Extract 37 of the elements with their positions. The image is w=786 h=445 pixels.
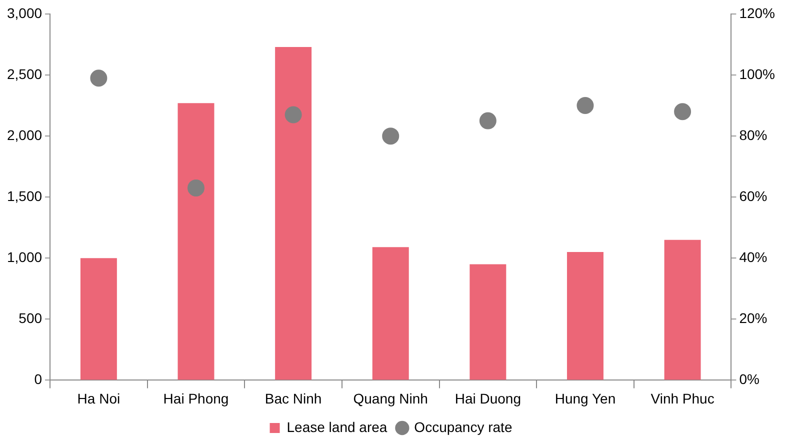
- y2-tick-label: 120%: [739, 4, 776, 21]
- point: [382, 128, 400, 145]
- y2-tick-label: 100%: [739, 66, 776, 82]
- y-tick-label: 1,000: [6, 248, 42, 265]
- point: [90, 70, 108, 87]
- y2-tick-label: 80%: [739, 126, 768, 143]
- point: [576, 97, 594, 114]
- point: [674, 103, 692, 120]
- x-tick-label: Hung Yen: [554, 390, 616, 406]
- x-tick-label: Ha Noi: [77, 390, 120, 406]
- y-tick-label: 500: [18, 310, 42, 326]
- y-tick-label: 2,000: [6, 126, 42, 143]
- y-tick-label: 3,000: [6, 4, 42, 21]
- x-tick-label: Hai Phong: [163, 390, 229, 406]
- y2-tick-label: 20%: [739, 310, 768, 326]
- bar: [470, 264, 506, 380]
- point: [479, 112, 496, 130]
- x-tick-label: Vinh Phuc: [650, 390, 714, 406]
- point: [284, 106, 302, 124]
- bar: [178, 103, 214, 380]
- y2-tick-label: 0%: [739, 371, 760, 388]
- y-tick-label: 1,500: [6, 188, 42, 204]
- legend-label: Lease land area: [286, 418, 388, 435]
- y-tick-label: 2,500: [6, 66, 42, 82]
- bar: [372, 247, 409, 380]
- x-tick-label: Hai Duong: [454, 390, 521, 406]
- point: [187, 179, 204, 196]
- bar: [566, 252, 604, 380]
- x-tick-label: Bac Ninh: [264, 390, 322, 406]
- y2-tick-label: 60%: [739, 188, 768, 204]
- y2-tick-label: 40%: [739, 248, 768, 265]
- legend-label: Occupancy rate: [414, 418, 512, 435]
- y-tick-label: 0: [34, 371, 42, 388]
- x-tick-label: Quang Ninh: [353, 390, 428, 406]
- bar: [80, 258, 117, 380]
- bar: [664, 240, 701, 380]
- bar: [275, 46, 312, 380]
